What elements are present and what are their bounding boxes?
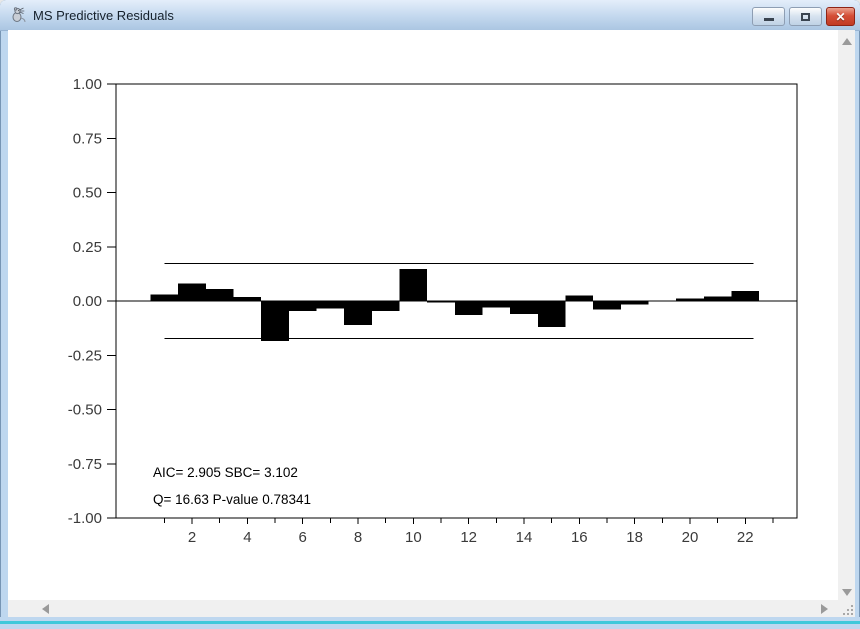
close-icon: ✕ — [835, 9, 846, 24]
minimize-button[interactable] — [752, 7, 785, 26]
svg-text:Q= 16.63 P-value 0.78341: Q= 16.63 P-value 0.78341 — [153, 492, 311, 507]
restore-button[interactable] — [789, 7, 822, 26]
scroll-right-icon[interactable] — [821, 604, 828, 614]
window-controls: ✕ — [752, 7, 855, 26]
svg-text:12: 12 — [460, 529, 477, 546]
chart-canvas: 1.00 0.75 0.50 0.25 0.00 -0.25 -0.50 -0.75 -1.00… — [8, 30, 838, 600]
svg-text:20: 20 — [682, 529, 699, 546]
svg-text:14: 14 — [516, 529, 533, 546]
svg-text:-1.00: -1.00 — [68, 510, 102, 527]
svg-text:1.00: 1.00 — [73, 76, 102, 93]
close-button[interactable]: ✕ — [826, 7, 855, 26]
scroll-down-icon[interactable] — [842, 589, 852, 596]
restore-icon — [801, 12, 810, 21]
scroll-up-icon[interactable] — [842, 38, 852, 45]
svg-text:2: 2 — [188, 529, 196, 546]
svg-text:0.25: 0.25 — [73, 239, 102, 256]
svg-text:18: 18 — [626, 529, 643, 546]
scroll-left-icon[interactable] — [42, 604, 49, 614]
resize-grip-icon[interactable] — [842, 604, 853, 615]
svg-text:0.00: 0.00 — [73, 293, 102, 310]
minimize-icon — [763, 18, 774, 21]
svg-text:16: 16 — [571, 529, 588, 546]
window-accent-line — [0, 621, 860, 624]
residuals-chart: 1.00 0.75 0.50 0.25 0.00 -0.25 -0.50 -0.75 -1.00… — [68, 76, 798, 546]
window-title: MS Predictive Residuals — [33, 7, 174, 23]
svg-text:-0.25: -0.25 — [68, 347, 102, 364]
svg-text:-0.50: -0.50 — [68, 402, 102, 419]
svg-text:8: 8 — [354, 529, 362, 546]
svg-text:AIC= 2.905 SBC= 3.102: AIC= 2.905 SBC= 3.102 — [153, 465, 298, 480]
rat-icon — [12, 7, 26, 23]
svg-text:10: 10 — [405, 529, 422, 546]
title-bar[interactable]: MS Predictive Residuals ✕ — [0, 0, 860, 31]
svg-text:-0.75: -0.75 — [68, 456, 102, 473]
svg-text:22: 22 — [737, 529, 754, 546]
horizontal-scrollbar[interactable] — [8, 600, 838, 617]
svg-text:4: 4 — [243, 529, 251, 546]
svg-text:0.50: 0.50 — [73, 185, 102, 202]
svg-text:6: 6 — [299, 529, 307, 546]
vertical-scrollbar[interactable] — [838, 30, 855, 600]
scrollbar-corner — [838, 600, 855, 617]
svg-text:0.75: 0.75 — [73, 130, 102, 147]
